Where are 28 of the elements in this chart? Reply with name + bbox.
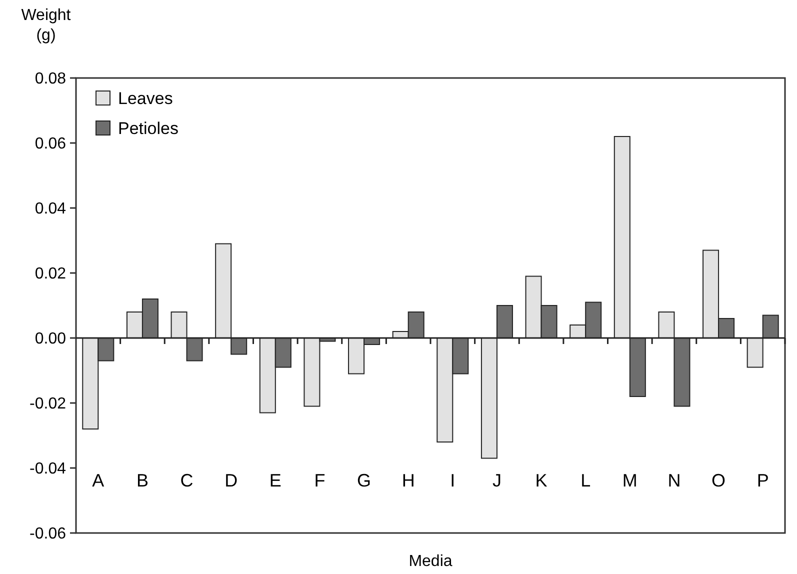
y-tick-label: -0.02 [30, 396, 66, 413]
y-tick-label: 0.02 [34, 266, 66, 283]
y-axis-title: Weight (g) [21, 7, 72, 44]
x-tick-label: B [136, 470, 148, 491]
y-tick-label: -0.04 [30, 460, 66, 478]
x-tick-label: G [357, 470, 372, 491]
x-tick-label: E [269, 470, 282, 491]
x-tick-label: N [668, 470, 681, 491]
x-tick-label: A [92, 470, 104, 491]
legend-label: Petioles [118, 118, 178, 138]
x-tick-label: F [314, 470, 326, 491]
x-tick-label: D [224, 470, 238, 491]
y-tick-label: 0.00 [34, 330, 66, 348]
x-tick-label: H [402, 470, 415, 491]
y-tick-label: 0.06 [34, 136, 66, 153]
x-tick-label: I [450, 470, 456, 491]
x-tick-label: C [180, 470, 194, 491]
x-tick-label: P [756, 470, 769, 491]
y-tick-label: 0.08 [34, 70, 66, 88]
x-tick-label: J [492, 470, 502, 491]
y-tick-label: -0.06 [30, 526, 66, 543]
legend-label: Leaves [118, 88, 173, 108]
x-axis-title: Media [408, 553, 452, 570]
x-tick-label: M [622, 470, 638, 491]
x-tick-label: O [712, 470, 726, 491]
x-tick-label: K [535, 470, 548, 491]
y-tick-label: 0.04 [34, 200, 66, 218]
x-tick-label: L [580, 470, 591, 491]
